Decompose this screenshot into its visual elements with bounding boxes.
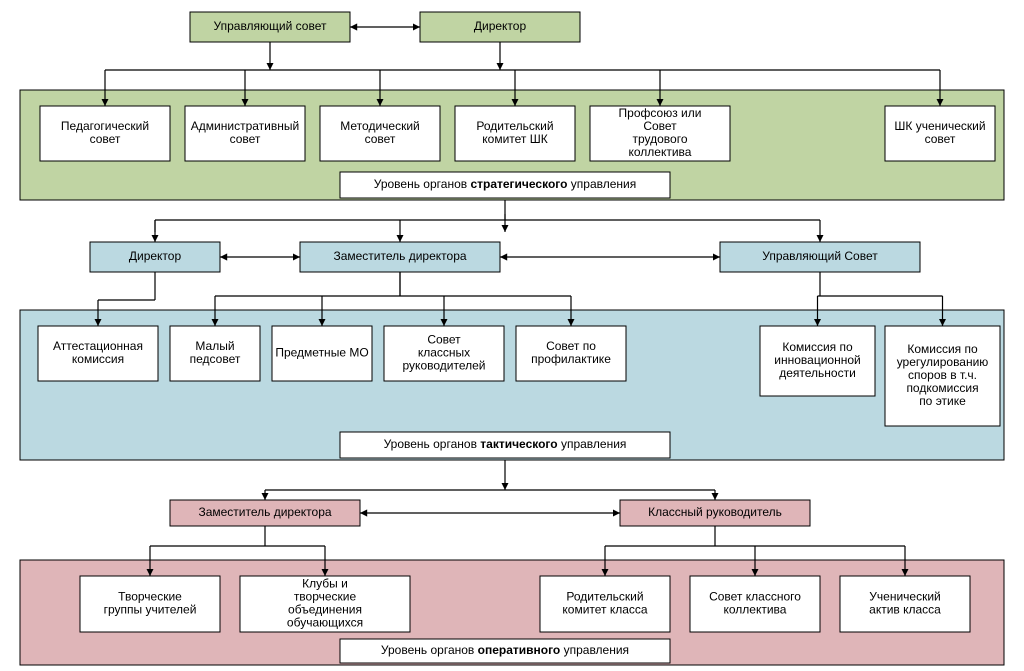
l1-item-2-text: совет bbox=[365, 132, 396, 146]
l3-item-3-text: Совет классного bbox=[709, 590, 801, 604]
l2-item-4-text: Совет по bbox=[546, 339, 596, 353]
l3-item-1-text: творческие bbox=[294, 590, 357, 604]
l2-item-0-text: комиссия bbox=[72, 352, 124, 366]
l3-item-4-text: актив класса bbox=[869, 603, 941, 617]
l2-label-text: Уровень органов тактического управления bbox=[384, 437, 627, 451]
l2-item-3-text: руководителей bbox=[403, 359, 486, 373]
l1-item-3-text: комитет ШК bbox=[482, 132, 547, 146]
l2-item-1-text: педсовет bbox=[190, 352, 241, 366]
l1-item-0-text: совет bbox=[90, 132, 121, 146]
l2-item-5-text: Комиссия по bbox=[782, 340, 853, 354]
l3-item-1-text: объединения bbox=[288, 603, 362, 617]
l2-head-deputy-text: Заместитель директора bbox=[333, 249, 466, 263]
l3-head-deputy-text: Заместитель директора bbox=[198, 505, 331, 519]
l3-item-2-text: комитет класса bbox=[562, 603, 648, 617]
l1-item-1-text: совет bbox=[230, 132, 261, 146]
l3-item-0-text: группы учителей bbox=[104, 603, 197, 617]
l3-item-1-text: Клубы и bbox=[302, 577, 348, 591]
l3-item-1-text: обучающихся bbox=[287, 616, 363, 630]
l3-label-text: Уровень органов оперативного управления bbox=[381, 643, 629, 657]
l3-item-4-text: Ученический bbox=[869, 590, 940, 604]
l2-head-director-text: Директор bbox=[129, 249, 182, 263]
l3-item-0-text: Творческие bbox=[118, 590, 182, 604]
l1-item-1-text: Административный bbox=[191, 119, 299, 133]
l2-item-4-text: профилактике bbox=[531, 352, 611, 366]
l2-item-6-text: урегулированию bbox=[897, 355, 989, 369]
l2-item-3-text: Совет bbox=[427, 333, 461, 347]
l2-item-6-text: по этике bbox=[919, 394, 966, 408]
l2-item-2-text: Предметные МО bbox=[275, 346, 368, 360]
l1-label-text: Уровень органов стратегического управлен… bbox=[374, 177, 636, 191]
l2-item-1-text: Малый bbox=[195, 339, 234, 353]
l1-item-4-text: коллектива bbox=[629, 145, 692, 159]
l1-item-4-text: трудового bbox=[632, 132, 687, 146]
l2-item-6-text: Комиссия по bbox=[907, 342, 978, 356]
l2-item-6-text: споров в т.ч. bbox=[908, 368, 977, 382]
l1-head-mgmt-text: Управляющий совет bbox=[214, 19, 327, 33]
l2-item-3-text: классных bbox=[418, 346, 470, 360]
l3-head-class-text: Классный руководитель bbox=[648, 505, 782, 519]
l3-item-2-text: Родительский bbox=[566, 590, 643, 604]
l2-item-6-text: подкомиссия bbox=[906, 381, 978, 395]
l1-item-5-text: совет bbox=[925, 132, 956, 146]
l1-item-2-text: Методический bbox=[340, 119, 419, 133]
l1-head-director-text: Директор bbox=[474, 19, 527, 33]
l1-item-5-text: ШК ученический bbox=[894, 119, 985, 133]
l2-item-5-text: инновационной bbox=[774, 353, 860, 367]
l1-item-4-text: Профсоюз или bbox=[619, 106, 702, 120]
l1-item-4-text: Совет bbox=[643, 119, 677, 133]
l1-item-0-text: Педагогический bbox=[61, 119, 149, 133]
l2-head-council-text: Управляющий Совет bbox=[762, 249, 878, 263]
l2-item-0-text: Аттестационная bbox=[53, 339, 143, 353]
l2-item-5-text: деятельности bbox=[779, 366, 856, 380]
l1-item-3-text: Родительский bbox=[476, 119, 553, 133]
l3-item-3-text: коллектива bbox=[724, 603, 787, 617]
